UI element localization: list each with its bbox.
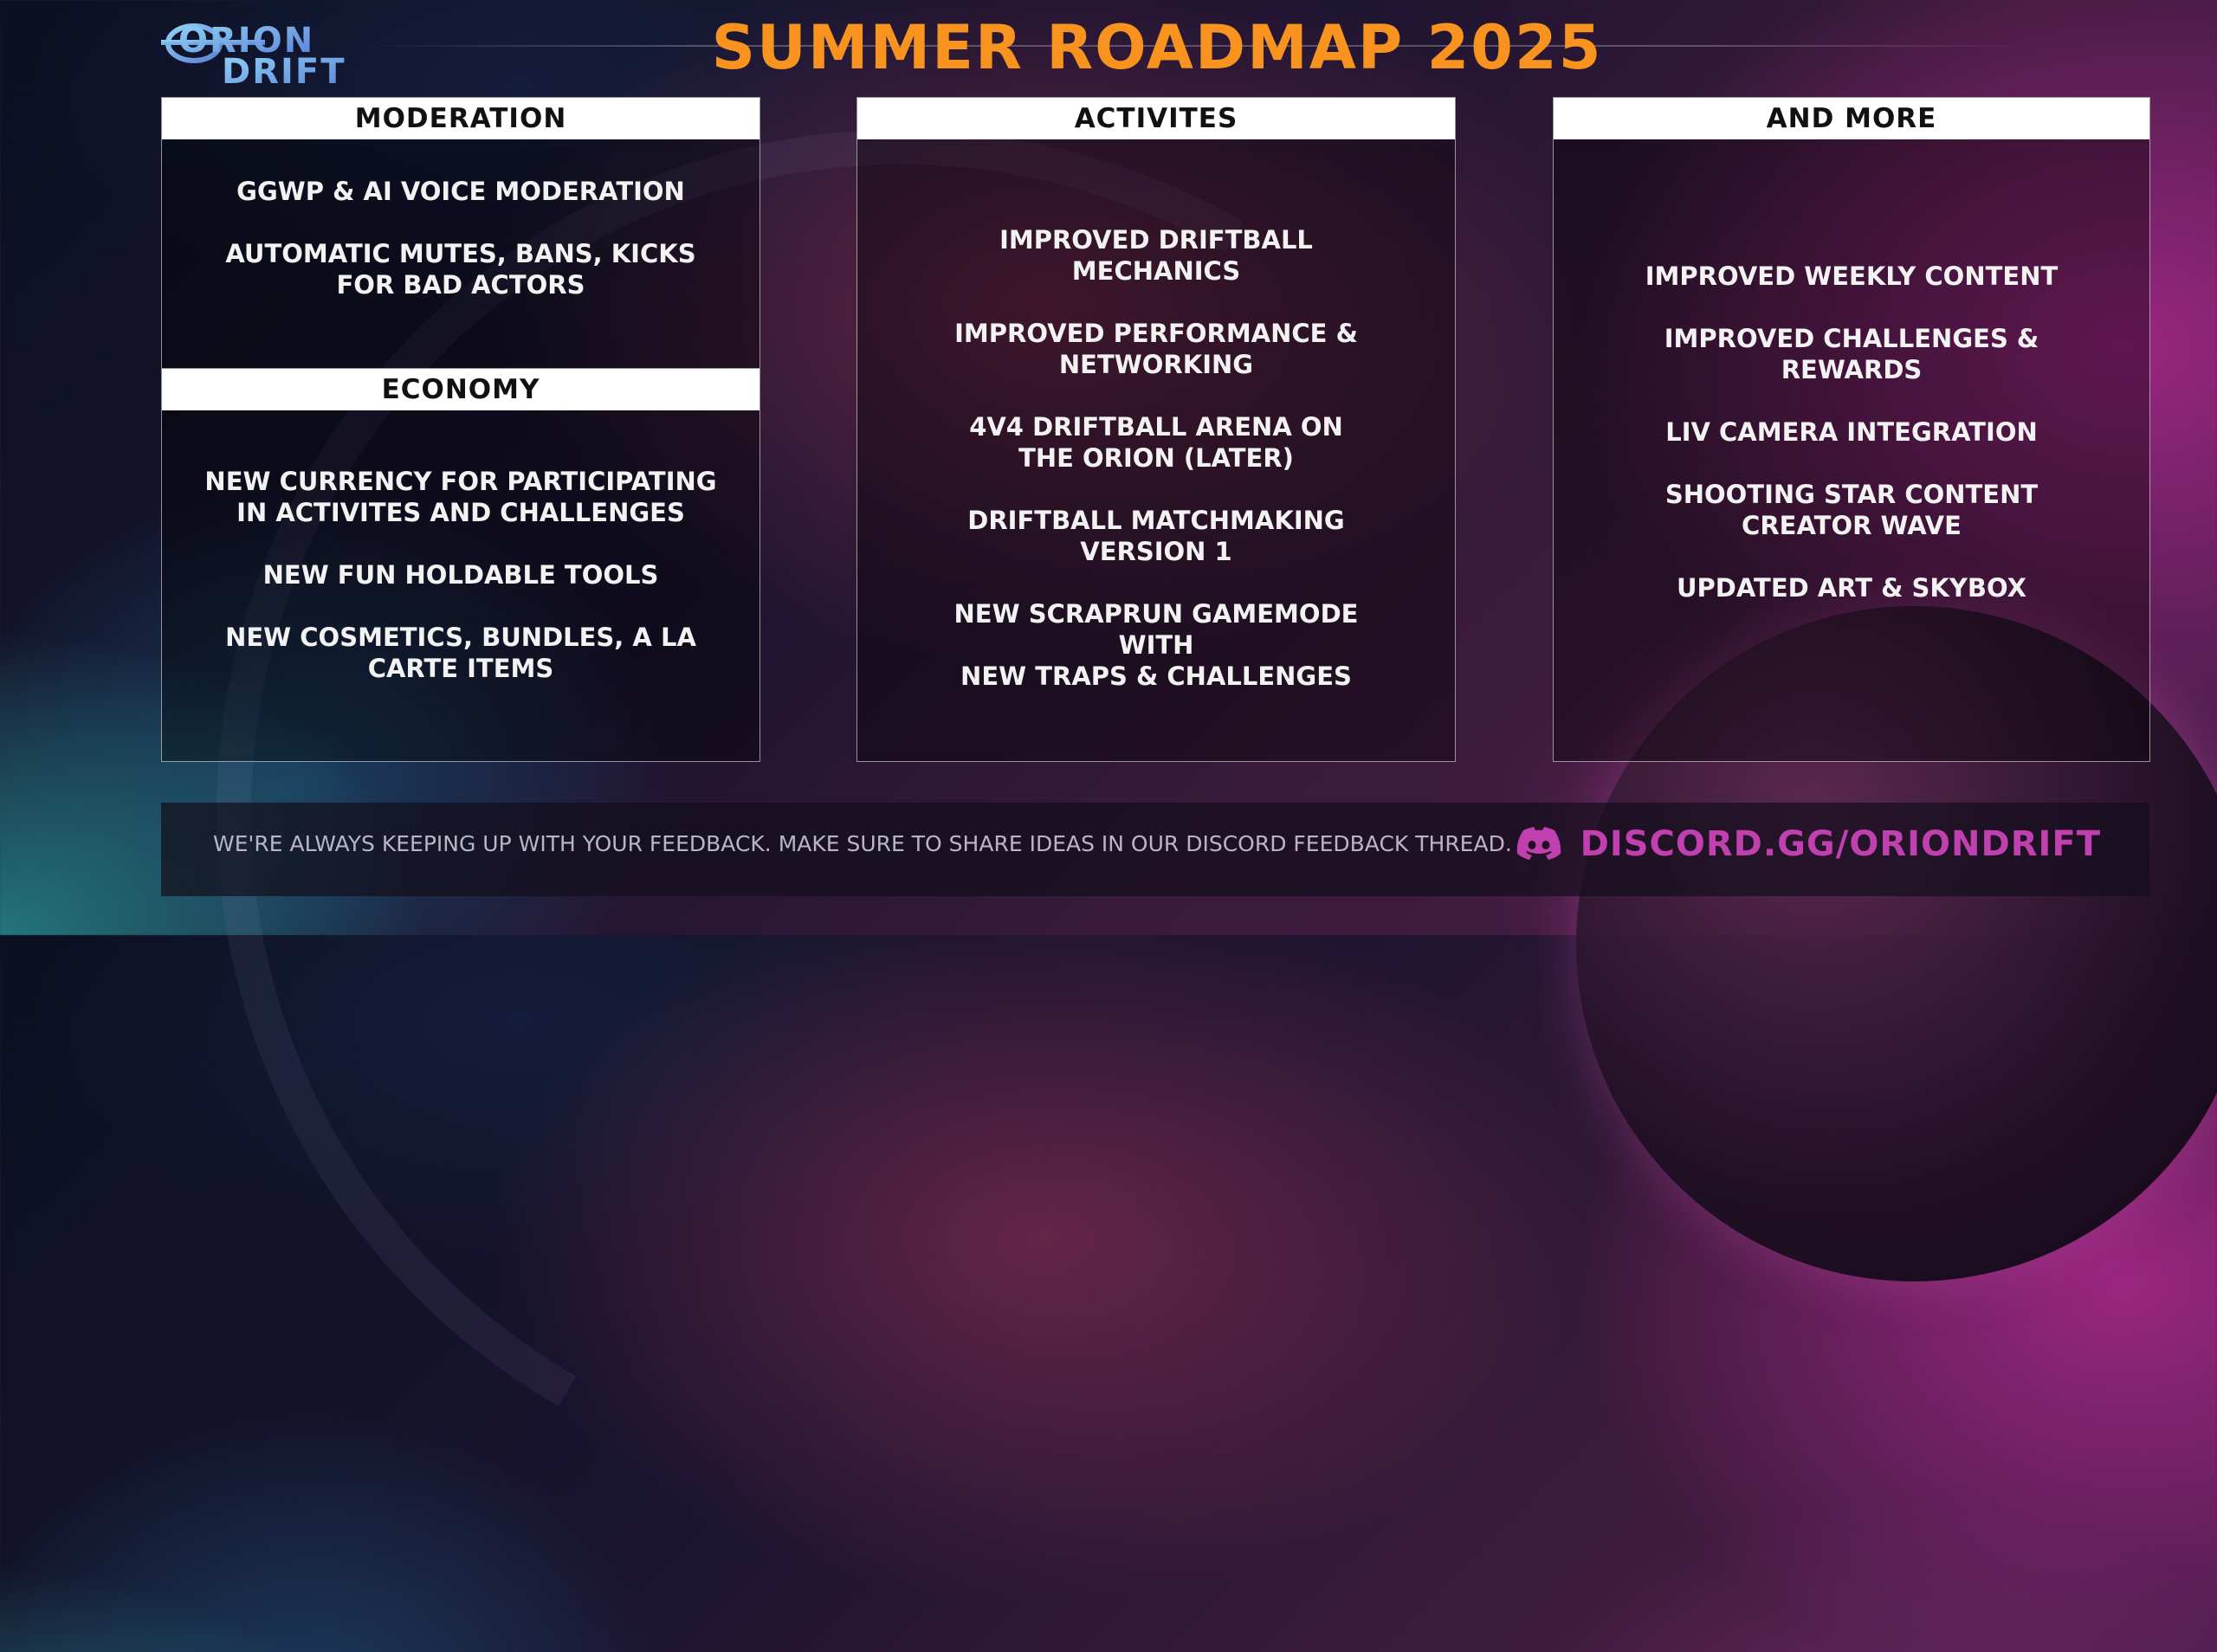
and-more-panel: AND MORE IMPROVED WEEKLY CONTENT IMPROVE… — [1553, 97, 2150, 762]
orion-drift-logo: ORION DRIFT — [161, 21, 346, 87]
list-item: UPDATED ART & SKYBOX — [1676, 573, 2026, 603]
svg-text:DRIFT: DRIFT — [222, 52, 346, 87]
discord-link-text[interactable]: DISCORD.GG/ORIONDRIFT — [1580, 824, 2101, 864]
feedback-footer: WE'RE ALWAYS KEEPING UP WITH YOUR FEEDBA… — [161, 803, 2149, 896]
list-item: NEW SCRAPRUN GAMEMODE WITH NEW TRAPS & C… — [953, 599, 1359, 691]
list-item: GGWP & AI VOICE MODERATION — [236, 177, 685, 206]
moderation-panel: MODERATION GGWP & AI VOICE MODERATION AU… — [161, 97, 760, 369]
list-item: DRIFTBALL MATCHMAKING VERSION 1 — [967, 506, 1345, 566]
list-item: NEW CURRENCY FOR PARTICIPATING IN ACTIVI… — [204, 467, 717, 527]
discord-link[interactable]: DISCORD.GG/ORIONDRIFT — [1516, 803, 2101, 896]
list-item: IMPROVED WEEKLY CONTENT — [1645, 261, 2059, 291]
economy-panel: ECONOMY NEW CURRENCY FOR PARTICIPATING I… — [161, 369, 760, 762]
header-divider — [364, 45, 2026, 47]
list-item: AUTOMATIC MUTES, BANS, KICKS FOR BAD ACT… — [225, 239, 696, 300]
list-item: NEW FUN HOLDABLE TOOLS — [262, 560, 659, 590]
and-more-header: AND MORE — [1554, 98, 2149, 139]
list-item: IMPROVED CHALLENGES & REWARDS — [1664, 324, 2039, 384]
list-item: SHOOTING STAR CONTENT CREATOR WAVE — [1664, 480, 2039, 540]
list-item: NEW COSMETICS, BUNDLES, A LA CARTE ITEMS — [225, 623, 696, 683]
moderation-header: MODERATION — [162, 98, 759, 139]
list-item: 4V4 DRIFTBALL ARENA ON THE ORION (LATER) — [969, 412, 1343, 473]
list-item: LIV CAMERA INTEGRATION — [1665, 417, 2038, 447]
activites-header: ACTIVITES — [857, 98, 1455, 139]
page-title: SUMMER ROADMAP 2025 — [711, 12, 1603, 83]
svg-text:ORION: ORION — [178, 21, 314, 61]
discord-icon — [1516, 827, 1561, 860]
list-item: IMPROVED PERFORMANCE & NETWORKING — [954, 319, 1358, 379]
activites-panel: ACTIVITES IMPROVED DRIFTBALL MECHANICS I… — [856, 97, 1456, 762]
feedback-message: WE'RE ALWAYS KEEPING UP WITH YOUR FEEDBA… — [213, 831, 1512, 856]
economy-header: ECONOMY — [162, 369, 759, 410]
list-item: IMPROVED DRIFTBALL MECHANICS — [999, 225, 1313, 286]
